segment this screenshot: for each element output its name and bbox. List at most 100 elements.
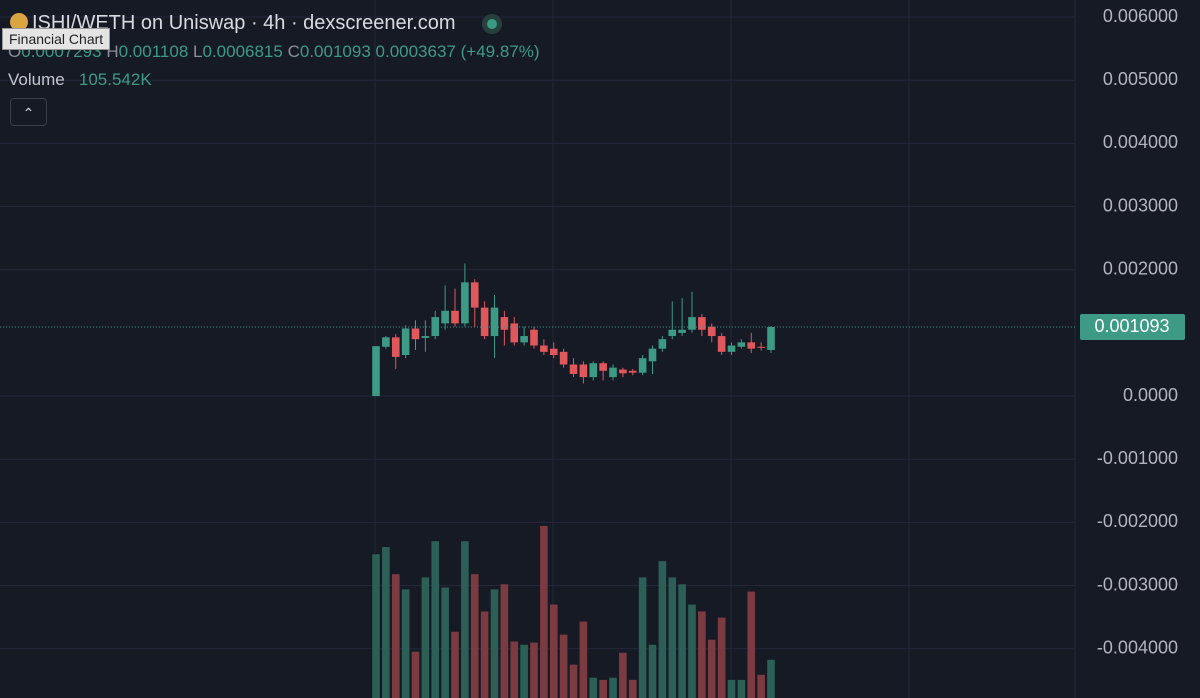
volume-bar xyxy=(372,554,380,698)
title-row: ISHI/WETH on Uniswap · 4h · dexscreener.… xyxy=(10,12,498,35)
candle-body xyxy=(461,282,469,324)
candle-body xyxy=(619,369,627,374)
volume-bar xyxy=(470,574,479,698)
candle-body xyxy=(569,364,578,374)
volume-bar xyxy=(648,644,657,698)
legend-key: L xyxy=(193,42,203,61)
volume-bar xyxy=(559,634,568,698)
candle-body xyxy=(589,363,598,378)
volume-bar xyxy=(707,639,716,698)
volume-bar xyxy=(727,679,736,698)
candle-body xyxy=(747,342,756,349)
candle-body xyxy=(549,348,558,356)
candle-body xyxy=(757,346,765,348)
volume-bar xyxy=(500,584,509,698)
volume-bar xyxy=(698,611,706,698)
candle-body xyxy=(727,345,736,352)
candle-body xyxy=(599,363,607,371)
candle-body xyxy=(480,307,489,337)
candle-body xyxy=(451,310,459,324)
candle-body xyxy=(678,329,686,333)
candle-body xyxy=(382,337,390,347)
y-tick-label: -0.004000 xyxy=(1097,637,1178,657)
volume-bar xyxy=(530,642,538,698)
volume-bar xyxy=(757,674,765,698)
volume-bar xyxy=(589,677,598,698)
candle-body xyxy=(441,310,449,324)
volume-bar xyxy=(658,561,667,698)
volume-bar xyxy=(549,604,558,698)
legend-value: 0.0006815 xyxy=(202,42,283,61)
candle-body xyxy=(658,339,667,349)
legend-key: C xyxy=(287,42,300,61)
candle-body xyxy=(737,342,746,347)
volume-bar xyxy=(599,679,607,698)
chart-title: ISHI/WETH on Uniswap · 4h · dexscreener.… xyxy=(32,12,456,34)
y-tick-label: -0.002000 xyxy=(1097,511,1178,531)
volume-bar xyxy=(619,652,627,698)
legend-value: 105.542K xyxy=(78,70,152,89)
candle-body xyxy=(530,329,538,346)
candle-body xyxy=(401,328,410,356)
volume-bar xyxy=(609,677,617,698)
candle-body xyxy=(648,348,657,362)
token-icon xyxy=(10,13,28,31)
last-price-box xyxy=(1080,314,1185,341)
candle-body xyxy=(767,327,775,350)
legend-value: 0.001093 xyxy=(299,42,371,61)
candle-body xyxy=(579,364,588,378)
volume-bar xyxy=(628,679,637,698)
volume-bar xyxy=(540,526,548,698)
volume-bar xyxy=(421,577,430,698)
y-tick-label: -0.003000 xyxy=(1097,574,1178,594)
candle-body xyxy=(609,367,617,378)
candle-body xyxy=(688,317,696,330)
legend-value: 0.001108 xyxy=(118,42,189,61)
volume-bar xyxy=(510,641,519,698)
candle-body xyxy=(717,336,726,352)
volume-bar xyxy=(668,577,677,698)
volume-legend: Volume 105.542K xyxy=(8,70,152,90)
collapse-button[interactable]: ⌃ xyxy=(10,98,47,126)
volume-bar xyxy=(382,547,390,698)
volume-bar xyxy=(678,584,686,698)
volume-bar xyxy=(401,589,410,698)
tooltip: Financial Chart xyxy=(2,28,111,50)
candle-body xyxy=(628,370,637,373)
candle-body xyxy=(411,328,420,340)
y-tick-label: 0.002000 xyxy=(1103,258,1178,278)
candle-body xyxy=(391,337,400,357)
candle-body xyxy=(540,345,548,352)
y-tick-label: -0.001000 xyxy=(1097,448,1178,468)
candle-body xyxy=(638,358,647,373)
candle-body xyxy=(698,317,706,330)
candle-body xyxy=(707,326,716,337)
volume-bar xyxy=(411,651,420,698)
status-dot xyxy=(487,19,498,29)
volume-bar xyxy=(391,574,400,698)
volume-bar xyxy=(569,664,578,698)
candle-body xyxy=(559,351,568,365)
volume-bar xyxy=(579,621,588,698)
last-price-label: 0.001093 xyxy=(1094,316,1169,336)
candle-body xyxy=(668,329,677,337)
volume-bar xyxy=(480,611,489,698)
volume-bar xyxy=(747,591,756,698)
legend-change-percent: (+49.87%) xyxy=(460,42,540,61)
candle-body xyxy=(490,307,499,337)
y-tick-label: 0.0000 xyxy=(1123,385,1178,405)
volume-bar xyxy=(520,644,528,698)
volume-bar xyxy=(431,541,440,698)
volume-bar xyxy=(638,577,647,698)
y-tick-label: 0.006000 xyxy=(1103,6,1178,26)
candle-body xyxy=(421,336,430,338)
volume-bar xyxy=(688,604,696,698)
y-tick-label: 0.004000 xyxy=(1103,132,1178,152)
volume-bar xyxy=(441,587,449,698)
candle-body xyxy=(372,346,380,397)
y-tick-label: 0.003000 xyxy=(1103,195,1178,215)
volume-bar xyxy=(767,659,775,698)
candle-body xyxy=(500,317,509,330)
